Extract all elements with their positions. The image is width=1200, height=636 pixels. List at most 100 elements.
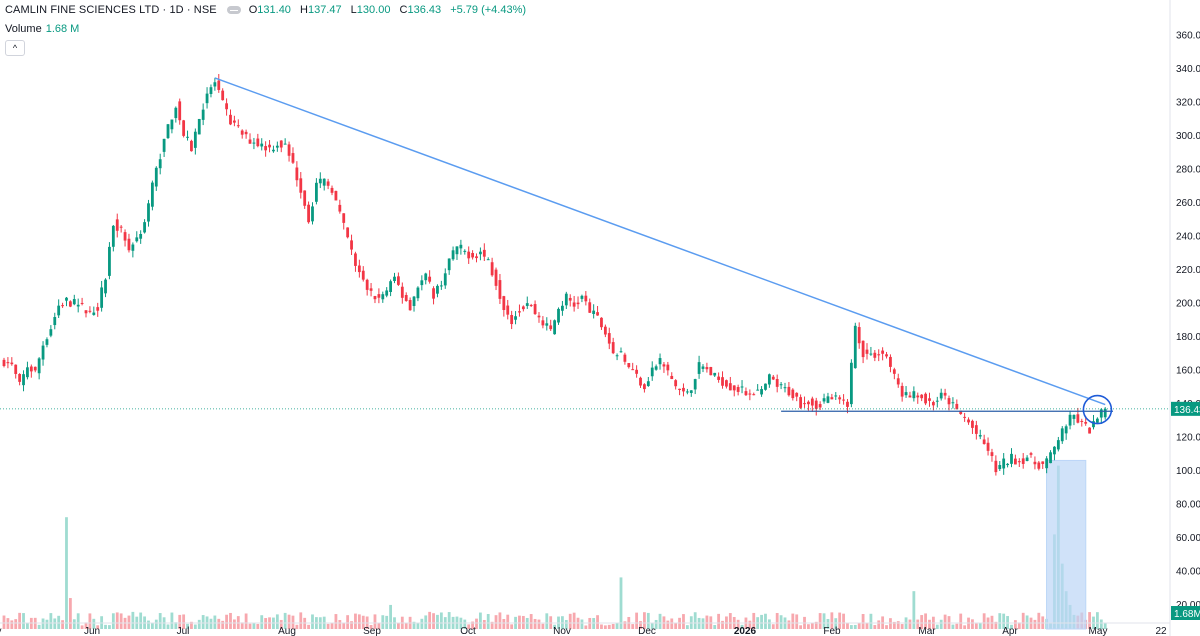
candle-body: [1092, 421, 1095, 428]
volume-bar: [1010, 624, 1013, 629]
candle-body: [521, 306, 525, 310]
volume-bar: [108, 625, 111, 629]
candle-body: [389, 281, 392, 292]
volume-bar: [631, 624, 635, 629]
volume-bar: [154, 619, 158, 629]
market-status-icon[interactable]: [226, 6, 241, 14]
volume-bar: [846, 623, 849, 629]
volume-bar: [111, 613, 115, 629]
volume-bar: [53, 618, 57, 629]
candle-body: [635, 369, 639, 374]
candle-body: [232, 120, 236, 123]
volume-bar: [494, 615, 498, 629]
volume-bar: [596, 615, 599, 629]
volume-bar: [1021, 612, 1025, 629]
volume-bar: [498, 612, 502, 629]
volume-bar: [834, 618, 838, 629]
volume-bar: [80, 625, 84, 629]
trendline[interactable]: [214, 77, 1106, 406]
candle-body: [72, 299, 76, 305]
volume-bar: [838, 612, 842, 629]
candle-body: [912, 391, 916, 399]
candle-body: [799, 397, 803, 408]
candle-body: [1049, 452, 1052, 464]
candle-body: [990, 452, 994, 457]
volume-bar: [1103, 622, 1107, 629]
volume-bar: [924, 613, 927, 629]
candle-body: [29, 366, 33, 372]
candle-body: [861, 340, 865, 358]
candle-body: [88, 310, 92, 312]
volume-bar: [354, 613, 357, 629]
volume-bar: [982, 613, 986, 629]
volume-bar: [600, 624, 603, 629]
candle-body: [791, 389, 795, 399]
highlight-circle[interactable]: [1082, 394, 1113, 425]
volume-bar: [119, 613, 123, 629]
volume-bar: [639, 621, 642, 629]
candle-body: [162, 138, 166, 152]
volume-bar: [603, 625, 607, 629]
volume-bar: [521, 615, 525, 629]
candle-body: [967, 419, 970, 423]
last-price-label: 136.43: [1174, 405, 1200, 416]
candle-body: [1084, 422, 1088, 424]
candle-body: [510, 314, 514, 325]
candle-body: [885, 354, 888, 357]
volume-bar: [232, 619, 236, 629]
candle-body: [1045, 458, 1049, 469]
price-tick-label: 160.00: [1176, 365, 1200, 376]
candle-body: [514, 316, 517, 320]
volume-bar: [6, 618, 10, 629]
candle-body: [701, 366, 705, 369]
candle-body: [311, 206, 314, 222]
candle-body: [490, 262, 494, 276]
price-tick-label: 80.00: [1176, 499, 1200, 510]
candle-body: [986, 442, 990, 451]
volume-bar: [447, 612, 451, 629]
candle-body: [978, 435, 982, 437]
volume-bar: [619, 577, 623, 629]
candle-body: [49, 329, 53, 336]
volume-bar: [57, 615, 61, 629]
volume-bar: [115, 612, 119, 629]
candle-body: [596, 312, 599, 316]
volume-bar: [885, 625, 888, 629]
candle-body: [904, 392, 908, 396]
ohlc-values: O131.40 H137.47 L130.00 C136.43 +5.79 (+…: [248, 4, 527, 16]
candle-body: [186, 136, 189, 138]
volume-bar: [299, 612, 303, 629]
volume-bar: [1088, 612, 1091, 629]
volume-bar: [580, 619, 584, 629]
volume-bar: [713, 625, 717, 629]
candle-body: [572, 302, 576, 307]
volume-bar: [541, 623, 545, 629]
candle-body: [1037, 462, 1041, 469]
chevron-up-icon[interactable]: ^: [5, 40, 25, 56]
candle-body: [771, 376, 775, 380]
candle-body: [603, 326, 607, 335]
price-tick-label: 120.00: [1176, 432, 1200, 443]
volume-bar: [701, 618, 705, 629]
volume-bar: [463, 619, 467, 629]
candle-body: [892, 369, 896, 374]
volume-bar: [814, 621, 818, 629]
candle-body: [272, 149, 275, 152]
candle-body: [666, 364, 670, 371]
candle-body: [1033, 461, 1037, 465]
candle-body: [783, 387, 787, 389]
volume-bar: [685, 625, 689, 629]
volume-bar: [88, 613, 92, 629]
volume-bar: [307, 624, 310, 629]
volume-bar: [650, 623, 654, 629]
candle-body: [41, 345, 45, 360]
price-tick-label: 60.00: [1176, 533, 1200, 544]
volume-bar: [41, 618, 45, 629]
candle-body: [764, 383, 767, 390]
volume-bar: [2, 615, 6, 629]
volume-bar: [1096, 612, 1099, 629]
volume-bar: [193, 624, 197, 629]
volume-bar: [779, 615, 783, 629]
candle-body: [393, 276, 396, 281]
